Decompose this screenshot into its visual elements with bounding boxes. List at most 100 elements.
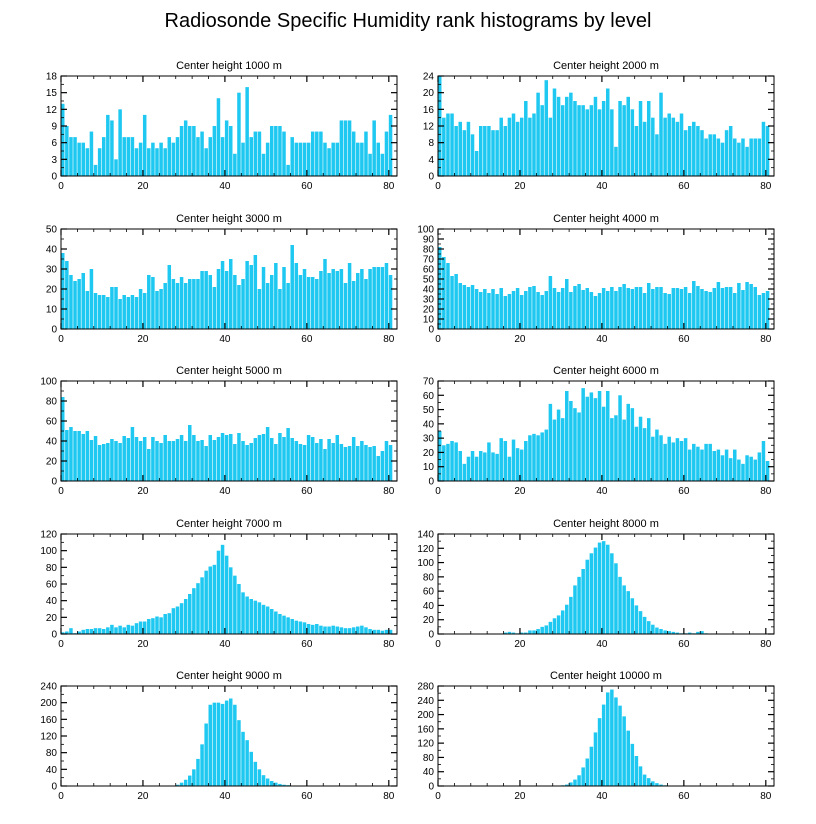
histogram-bar [220, 703, 225, 786]
histogram-bar [122, 436, 126, 481]
y-tick-label: 80 [46, 397, 58, 408]
y-tick-label: 80 [46, 748, 58, 759]
histogram-bar [85, 291, 90, 329]
histogram-bar [310, 277, 315, 329]
histogram-bar [216, 269, 221, 329]
y-tick-label: 4 [428, 155, 434, 166]
histogram-bar [536, 629, 540, 634]
histogram-bar [438, 247, 442, 329]
y-tick-label: 60 [423, 587, 435, 598]
histogram-bar [241, 441, 245, 481]
histogram-bar [327, 439, 331, 481]
histogram-bar [380, 451, 385, 481]
histogram-bar [745, 146, 749, 176]
histogram-bar [204, 723, 208, 786]
histogram-bar [101, 137, 106, 176]
y-tick-label: 40 [46, 437, 58, 448]
histogram-bar [618, 287, 622, 329]
histogram-bar [667, 113, 671, 176]
histogram-bar [97, 445, 102, 481]
histogram-bar [368, 447, 372, 481]
histogram-bar [261, 267, 266, 329]
histogram-bar [610, 689, 614, 786]
histogram-bar [524, 291, 528, 329]
histogram-bar [536, 292, 540, 329]
histogram-bar [700, 130, 704, 176]
histogram-bar [114, 627, 118, 634]
y-tick-label: 40 [46, 245, 58, 256]
histogram-bar [188, 126, 192, 176]
histogram-bar [118, 443, 122, 481]
histogram-bar [478, 126, 483, 176]
histogram-bar [601, 288, 606, 329]
histogram-bar [487, 442, 491, 481]
histogram-bar [585, 758, 590, 786]
y-tick-label: 40 [46, 765, 58, 776]
histogram-bar [294, 620, 299, 634]
y-tick-label: 60 [423, 391, 435, 402]
histogram-bar [556, 96, 561, 176]
histogram-bar [663, 293, 667, 329]
histogram-bar [253, 438, 258, 481]
histogram-bar [315, 624, 319, 634]
histogram-bar [618, 395, 622, 481]
x-tick-label: 20 [137, 639, 149, 650]
histogram-bar [388, 445, 393, 481]
histogram-bar [241, 731, 245, 786]
histogram-bar [343, 628, 348, 634]
y-tick-label: 50 [46, 225, 58, 236]
histogram-bar [642, 428, 647, 481]
histogram-bar [466, 456, 471, 481]
histogram-bar [692, 281, 696, 329]
histogram-bar [229, 698, 233, 786]
histogram-bar [106, 297, 110, 329]
histogram-bar [470, 285, 475, 329]
histogram-bar [606, 88, 610, 176]
histogram-bar [700, 631, 704, 634]
y-tick-label: 50 [423, 275, 435, 286]
histogram-bar [188, 279, 192, 329]
histogram-bar [220, 261, 225, 329]
panel-title: Center height 10000 m [550, 670, 662, 682]
histogram-bar [265, 778, 270, 786]
histogram-bar [671, 117, 676, 176]
y-tick-label: 40 [423, 419, 435, 430]
histogram-bar [528, 435, 532, 481]
histogram-bar [138, 142, 143, 176]
histogram-bar [110, 624, 114, 634]
histogram-bar [241, 142, 245, 176]
histogram-bar [229, 259, 233, 329]
histogram-bar [159, 617, 163, 634]
histogram-bar [282, 131, 286, 176]
histogram-bar [569, 782, 573, 786]
histogram-bar [491, 452, 495, 481]
histogram-bar [548, 403, 553, 481]
histogram-bar [606, 291, 610, 329]
histogram-bar [384, 441, 389, 481]
histogram-bar [368, 153, 372, 176]
histogram-bar [458, 283, 462, 329]
histogram-bar [569, 596, 573, 634]
y-tick-label: 70 [423, 255, 435, 266]
histogram-bar [142, 621, 147, 634]
histogram-bar [515, 288, 520, 329]
x-tick-label: 0 [58, 181, 64, 192]
histogram-bar [528, 117, 532, 176]
histogram-bar [491, 130, 495, 176]
x-tick-label: 80 [383, 181, 395, 192]
y-tick-label: 0 [428, 325, 434, 336]
histogram-bar [200, 744, 204, 786]
histogram-bar [765, 126, 770, 176]
histogram-bar [167, 265, 172, 329]
y-tick-label: 120 [40, 530, 57, 541]
histogram-bar [306, 624, 311, 634]
histogram-bar [306, 435, 311, 481]
histogram-bar [151, 277, 155, 329]
histogram-bar [552, 288, 557, 329]
histogram-bar [286, 283, 290, 329]
histogram-bar [745, 282, 749, 329]
histogram-bar [667, 631, 671, 634]
histogram-bar [208, 435, 213, 481]
histogram-bar [65, 126, 69, 176]
